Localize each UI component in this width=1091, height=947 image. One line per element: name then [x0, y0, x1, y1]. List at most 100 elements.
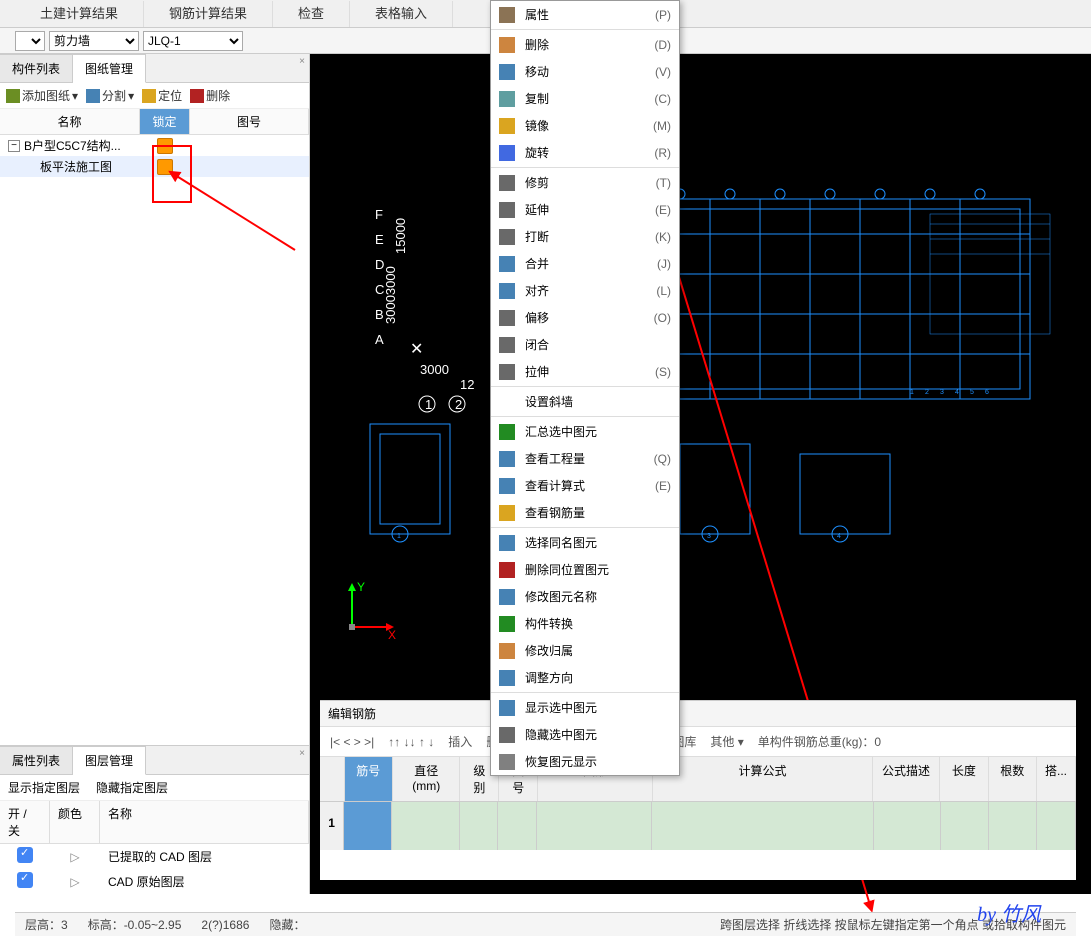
menu-镜像[interactable]: 镜像(M)	[491, 112, 679, 139]
menu-合并[interactable]: 合并(J)	[491, 250, 679, 277]
svg-text:Y: Y	[357, 580, 365, 594]
menu-拉伸[interactable]: 拉伸(S)	[491, 358, 679, 385]
svg-text:X: X	[388, 628, 396, 639]
tab-check[interactable]: 检查	[273, 1, 350, 27]
lh-onoff: 开 / 关	[0, 801, 50, 843]
tab-component-list[interactable]: 构件列表	[0, 54, 73, 82]
btn-hide-layer[interactable]: 隐藏指定图层	[96, 779, 168, 796]
menu-属性[interactable]: 属性(P)	[491, 1, 679, 28]
col-ct: 根数	[989, 757, 1037, 801]
panel-close-icon[interactable]: ×	[299, 56, 305, 67]
expand-icon[interactable]: −	[8, 140, 20, 152]
btn-split[interactable]: 分割 ▾	[86, 87, 134, 104]
btn-show-layer[interactable]: 显示指定图层	[8, 779, 80, 796]
tab-attr-list[interactable]: 属性列表	[0, 746, 73, 774]
arrange-buttons[interactable]: ↑↑ ↓↓ ↑ ↓	[388, 735, 434, 749]
svg-text:15000: 15000	[393, 218, 408, 254]
menu-查看计算式[interactable]: 查看计算式(E)	[491, 472, 679, 499]
col-dia: 直径(mm)	[393, 757, 460, 801]
col-desc: 公式描述	[873, 757, 940, 801]
menu-闭合[interactable]: 闭合	[491, 331, 679, 358]
tab-rebar[interactable]: 钢筋计算结果	[144, 1, 273, 27]
layer-row[interactable]: ▷ 已提取的 CAD 图层	[0, 844, 309, 869]
btn-locate[interactable]: 定位	[142, 87, 182, 104]
col-len: 长度	[940, 757, 988, 801]
menu-移动[interactable]: 移动(V)	[491, 58, 679, 85]
menu-对齐[interactable]: 对齐(L)	[491, 277, 679, 304]
svg-text:1: 1	[910, 389, 914, 396]
tree-row-parent[interactable]: −B户型C5C7结构...	[0, 135, 309, 156]
lh-color: 颜色	[50, 801, 100, 843]
th-num: 图号	[190, 109, 309, 134]
menu-延伸[interactable]: 延伸(E)	[491, 196, 679, 223]
lock-icon[interactable]	[157, 138, 173, 154]
sel-item[interactable]: JLQ-1	[143, 31, 243, 51]
status-pt: 2(?)1686	[201, 918, 249, 932]
menu-旋转[interactable]: 旋转(R)	[491, 139, 679, 166]
nav-buttons[interactable]: |< < > >|	[330, 735, 374, 749]
svg-text:4: 4	[837, 533, 841, 540]
panel-close-icon[interactable]: ×	[299, 748, 305, 759]
svg-text:A: A	[375, 332, 384, 347]
menu-打断[interactable]: 打断(K)	[491, 223, 679, 250]
menu-修剪[interactable]: 修剪(T)	[491, 169, 679, 196]
svg-text:2: 2	[925, 389, 929, 396]
btn-add-drawing[interactable]: 添加图纸 ▾	[6, 87, 78, 104]
status-hide: 隐藏：	[269, 916, 305, 933]
svg-text:3: 3	[940, 389, 944, 396]
menu-构件转换[interactable]: 构件转换	[491, 610, 679, 637]
layer-row[interactable]: ▷ CAD 原始图层	[0, 869, 309, 894]
svg-text:2: 2	[455, 397, 462, 412]
tree-row-child[interactable]: 板平法施工图	[0, 156, 309, 177]
menu-删除同位置图元[interactable]: 删除同位置图元	[491, 556, 679, 583]
table-row[interactable]: 1	[320, 802, 1076, 850]
lh-name: 名称	[100, 801, 309, 843]
svg-text:E: E	[375, 232, 384, 247]
menu-显示选中图元[interactable]: 显示选中图元	[491, 694, 679, 721]
th-lock[interactable]: 锁定	[140, 109, 190, 134]
tab-civil[interactable]: 土建计算结果	[15, 1, 144, 27]
menu-删除[interactable]: 删除(D)	[491, 31, 679, 58]
menu-设置斜墙[interactable]: 设置斜墙	[491, 388, 679, 415]
menu-偏移[interactable]: 偏移(O)	[491, 304, 679, 331]
svg-text:5: 5	[970, 389, 974, 396]
checkbox-icon[interactable]	[17, 847, 33, 863]
svg-text:12: 12	[460, 377, 474, 392]
menu-汇总选中图元[interactable]: 汇总选中图元	[491, 418, 679, 445]
menu-查看钢筋量[interactable]: 查看钢筋量	[491, 499, 679, 526]
status-elevation: 标高：-0.05~2.95	[88, 916, 182, 933]
th-name: 名称	[0, 109, 140, 134]
sel-category[interactable]: 剪力墙	[49, 31, 139, 51]
svg-text:1: 1	[397, 533, 401, 540]
svg-text:3000: 3000	[420, 362, 449, 377]
context-menu: 属性(P) 删除(D)移动(V)复制(C)镜像(M)旋转(R) 修剪(T)延伸(E)…	[490, 0, 680, 776]
tab-layer-mgmt[interactable]: 图层管理	[73, 746, 146, 775]
rebar-title: 编辑钢筋	[320, 701, 1076, 727]
btn-delete-drawing[interactable]: 删除	[190, 87, 230, 104]
weight-label: 单构件钢筋总重(kg)：0	[758, 733, 881, 750]
menu-调整方向[interactable]: 调整方向	[491, 664, 679, 691]
menu-恢复图元显示[interactable]: 恢复图元显示	[491, 748, 679, 775]
sel-empty[interactable]	[15, 31, 45, 51]
lock-icon[interactable]	[157, 159, 173, 175]
menu-修改图元名称[interactable]: 修改图元名称	[491, 583, 679, 610]
svg-text:4: 4	[955, 389, 959, 396]
tab-table[interactable]: 表格输入	[350, 1, 453, 27]
menu-复制[interactable]: 复制(C)	[491, 85, 679, 112]
col-calc: 计算公式	[653, 757, 873, 801]
btn-insert[interactable]: 插入	[448, 733, 472, 750]
menu-查看工程量[interactable]: 查看工程量(Q)	[491, 445, 679, 472]
btn-other[interactable]: 其他 ▾	[710, 733, 743, 750]
menu-修改归属[interactable]: 修改归属	[491, 637, 679, 664]
svg-text:F: F	[375, 207, 383, 222]
checkbox-icon[interactable]	[17, 872, 33, 888]
tab-drawing-mgmt[interactable]: 图纸管理	[73, 54, 146, 83]
rebar-panel: 编辑钢筋 |< < > >| ↑↑ ↓↓ ↑ ↓ 插入 删除 缩尺配筋 钢筋信息…	[320, 700, 1076, 880]
menu-隐藏选中图元[interactable]: 隐藏选中图元	[491, 721, 679, 748]
svg-text:✕: ✕	[410, 341, 423, 358]
svg-text:6: 6	[985, 389, 989, 396]
menu-选择同名图元[interactable]: 选择同名图元	[491, 529, 679, 556]
status-layer-height: 层高：3	[25, 916, 68, 933]
status-bar: 层高：3 标高：-0.05~2.95 2(?)1686 隐藏： 跨图层选择 折线…	[15, 912, 1076, 936]
svg-text:3: 3	[707, 533, 711, 540]
